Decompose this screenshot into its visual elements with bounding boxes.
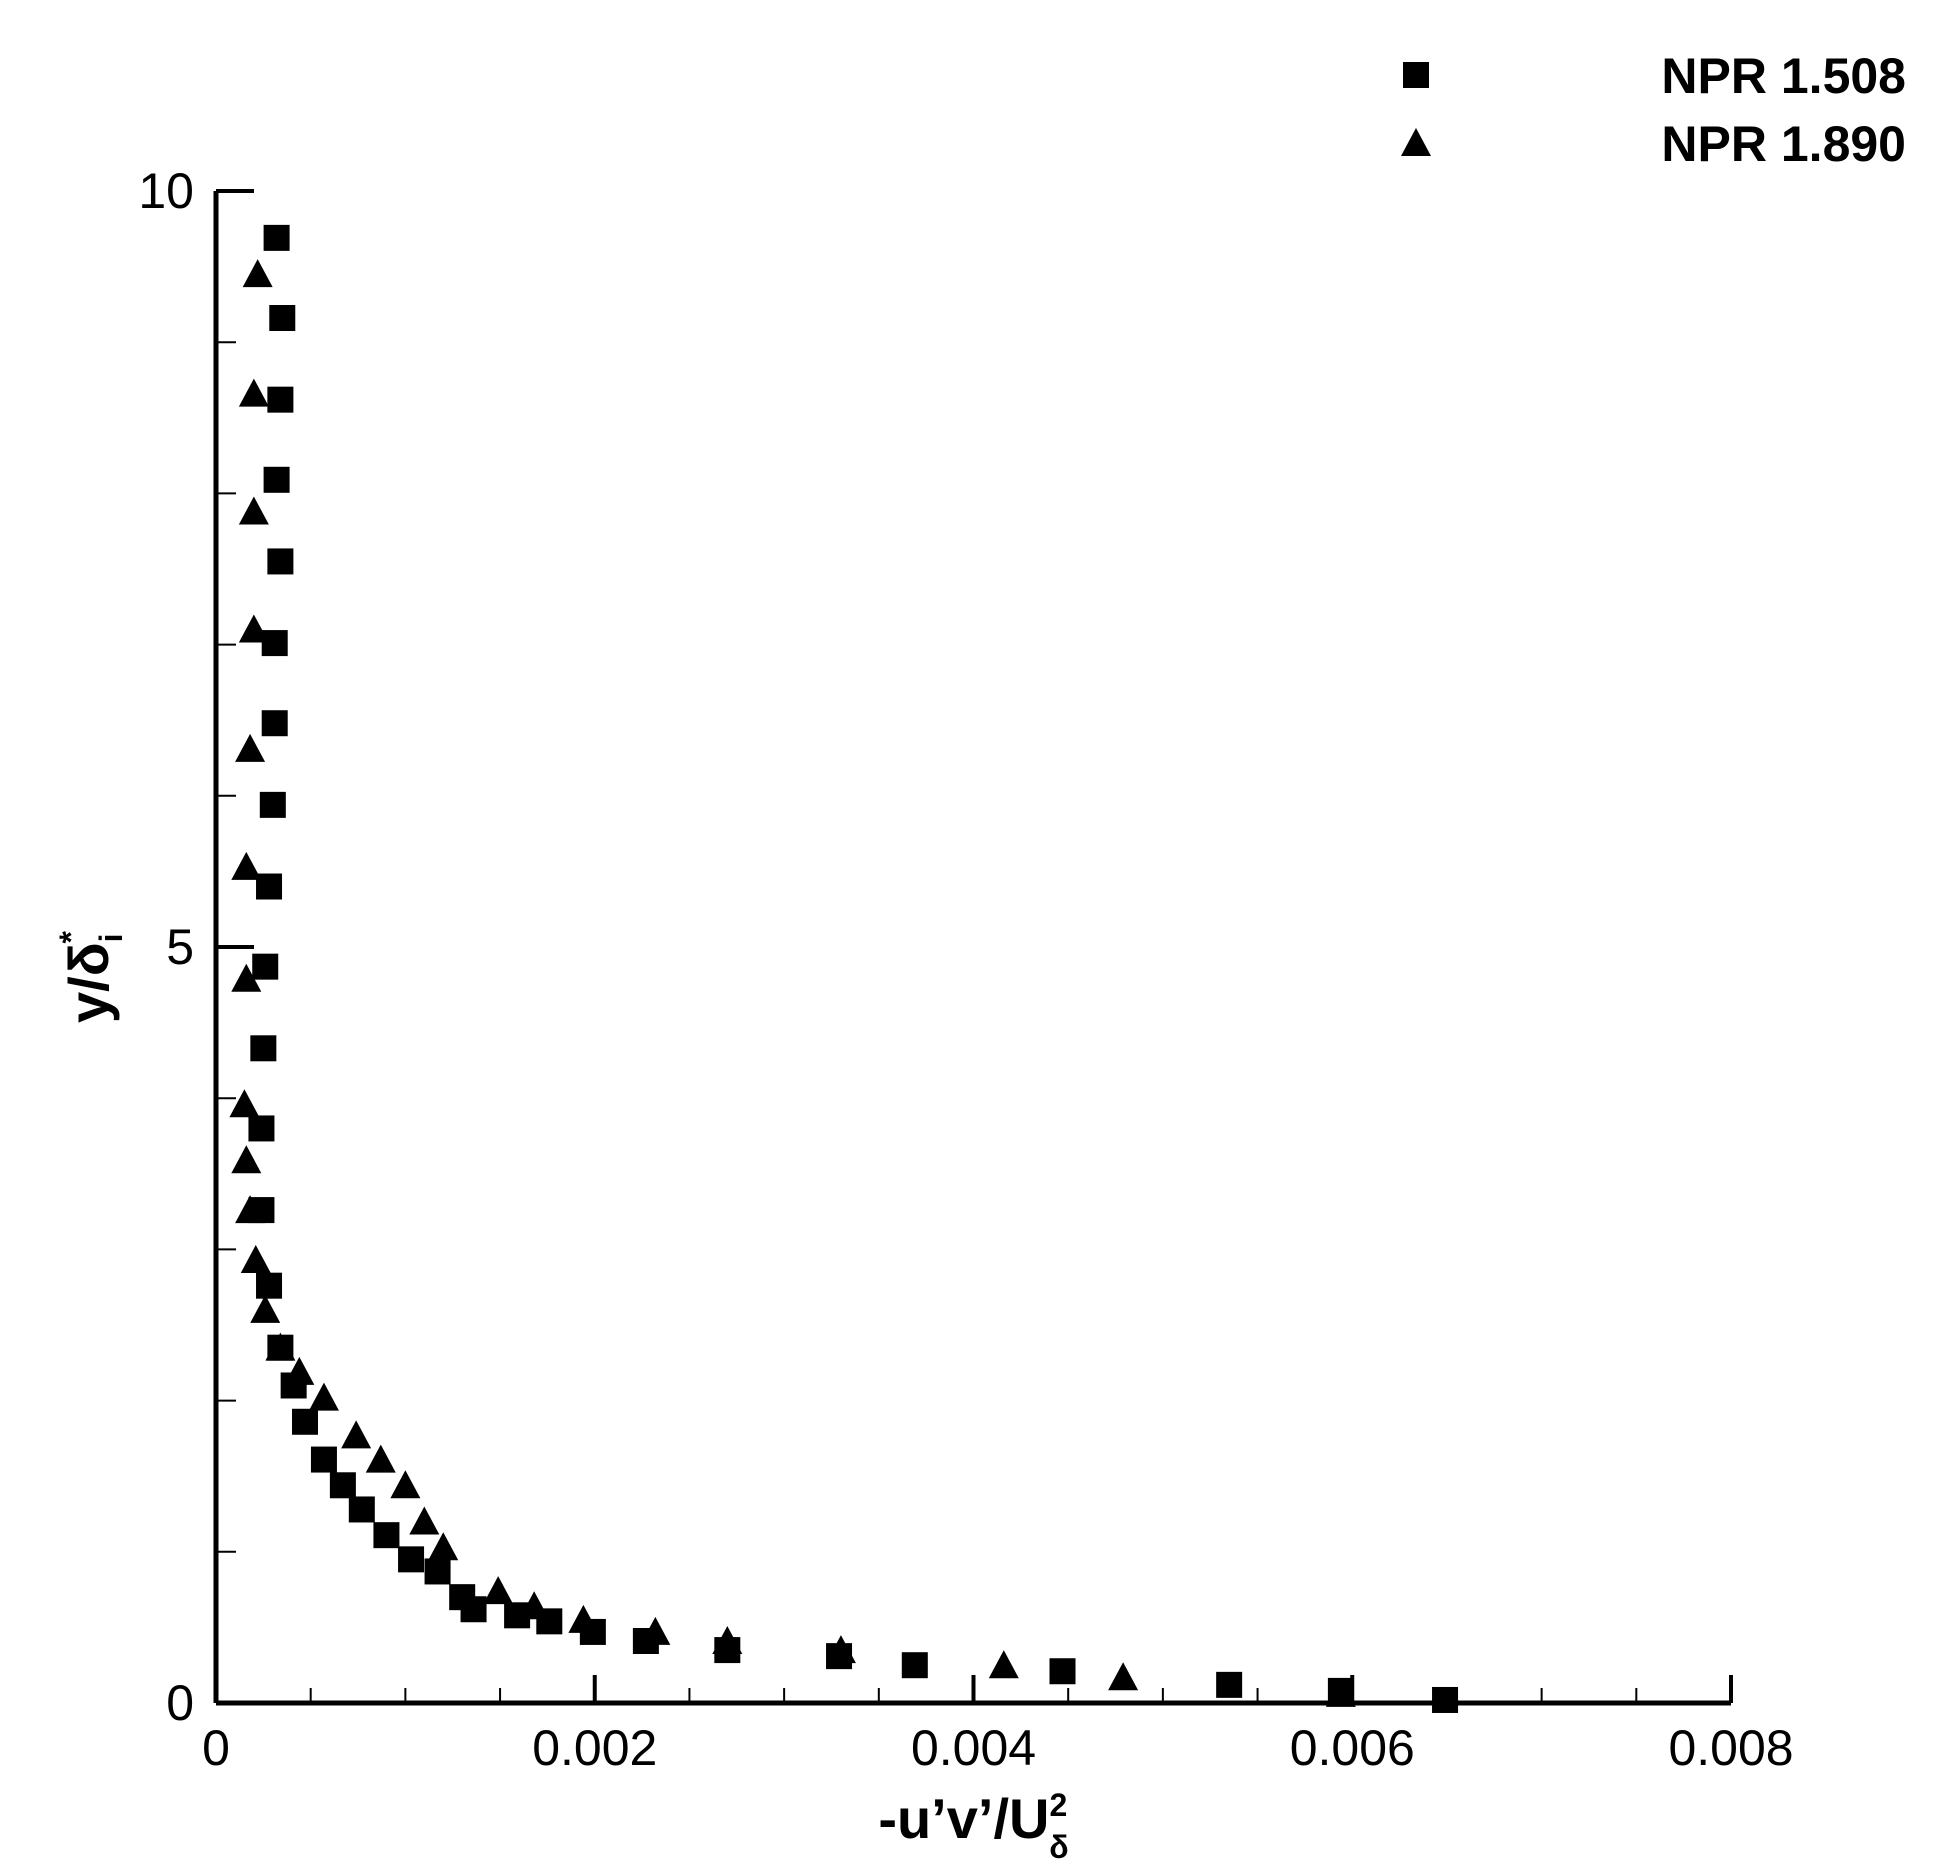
point bbox=[238, 378, 269, 407]
point bbox=[292, 1408, 319, 1435]
point bbox=[1108, 1662, 1139, 1691]
point bbox=[269, 305, 296, 332]
y-tick-label: 5 bbox=[166, 919, 194, 975]
point bbox=[373, 1522, 400, 1549]
point bbox=[988, 1650, 1019, 1679]
point bbox=[235, 1195, 266, 1224]
point bbox=[409, 1506, 440, 1535]
point bbox=[250, 1294, 281, 1323]
x-tick-label: 0 bbox=[202, 1720, 230, 1776]
point bbox=[568, 1604, 599, 1633]
x-tick-label: 0.004 bbox=[911, 1720, 1036, 1776]
point bbox=[1216, 1671, 1243, 1698]
x-tick-label: 0.002 bbox=[532, 1720, 657, 1776]
point bbox=[428, 1532, 459, 1561]
point bbox=[265, 1332, 296, 1361]
legend-label: NPR 1.890 bbox=[1661, 116, 1906, 172]
point bbox=[261, 710, 288, 737]
point bbox=[235, 733, 266, 762]
point bbox=[248, 1115, 275, 1142]
point bbox=[229, 1089, 260, 1118]
point bbox=[284, 1356, 315, 1385]
point bbox=[267, 548, 294, 575]
point bbox=[825, 1635, 856, 1664]
x-axis-label: -u’v’/U2 δ bbox=[878, 1787, 1068, 1864]
x-tick-label: 0.008 bbox=[1668, 1720, 1793, 1776]
point bbox=[231, 1145, 262, 1174]
point bbox=[329, 1472, 356, 1499]
point bbox=[256, 873, 283, 900]
point bbox=[250, 1035, 277, 1062]
point bbox=[1049, 1658, 1076, 1685]
point bbox=[259, 791, 286, 818]
legend-marker bbox=[1403, 62, 1429, 88]
point bbox=[365, 1444, 396, 1473]
point bbox=[519, 1591, 550, 1620]
point bbox=[252, 953, 279, 980]
point bbox=[256, 1272, 283, 1299]
legend-marker bbox=[1401, 128, 1431, 156]
point bbox=[240, 1244, 271, 1273]
x-label-sup: 2 bbox=[1049, 1787, 1067, 1823]
point bbox=[1325, 1678, 1356, 1707]
point bbox=[483, 1576, 514, 1605]
point bbox=[460, 1596, 487, 1623]
point bbox=[348, 1496, 375, 1523]
point bbox=[341, 1420, 372, 1449]
point bbox=[390, 1470, 421, 1499]
y-label-main: y/δ bbox=[57, 942, 120, 1023]
point bbox=[901, 1652, 928, 1679]
point bbox=[640, 1616, 671, 1645]
y-tick-label: 10 bbox=[138, 163, 194, 219]
point bbox=[712, 1626, 743, 1655]
point bbox=[263, 224, 290, 251]
point bbox=[231, 963, 262, 992]
point bbox=[261, 630, 288, 657]
x-tick-label: 0.006 bbox=[1290, 1720, 1415, 1776]
point bbox=[1432, 1686, 1459, 1713]
point bbox=[242, 259, 273, 288]
point bbox=[231, 851, 262, 880]
point bbox=[424, 1558, 451, 1585]
point bbox=[267, 386, 294, 413]
point bbox=[398, 1546, 425, 1573]
point bbox=[263, 466, 290, 493]
y-label-sup: * bbox=[53, 930, 89, 943]
y-label-sub: i bbox=[93, 933, 129, 942]
y-axis-label: y/δi * bbox=[53, 930, 129, 1023]
point bbox=[308, 1382, 339, 1411]
x-label-sub: δ bbox=[1049, 1829, 1068, 1864]
legend-label: NPR 1.508 bbox=[1661, 48, 1906, 104]
point bbox=[310, 1446, 337, 1473]
y-tick-label: 0 bbox=[166, 1675, 194, 1731]
point bbox=[238, 614, 269, 643]
point bbox=[238, 496, 269, 525]
x-label-main: -u’v’/U bbox=[878, 1787, 1049, 1850]
